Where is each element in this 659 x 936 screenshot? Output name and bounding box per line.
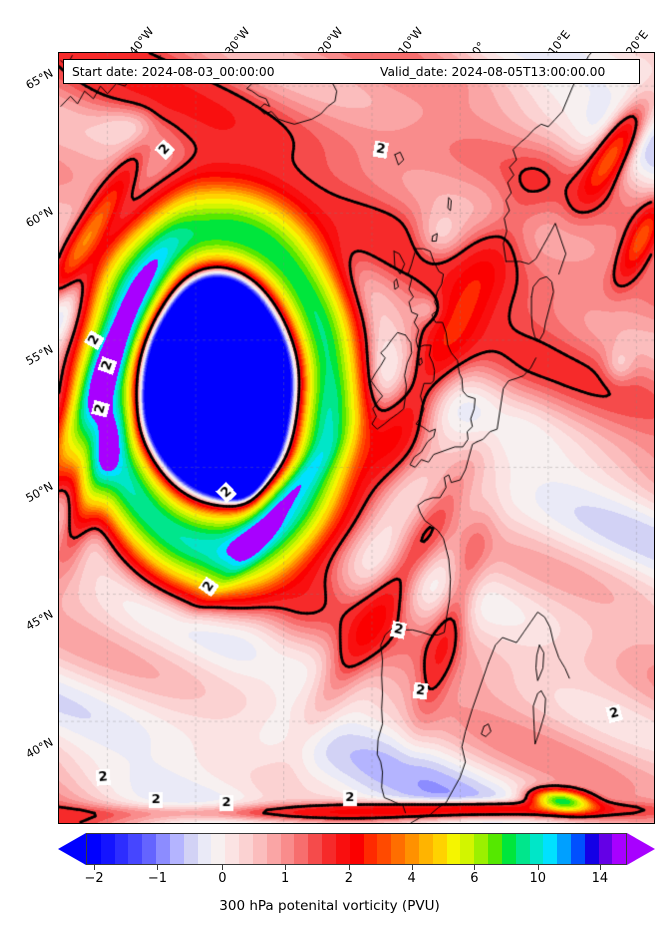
colorbar-swatch-35: [570, 834, 585, 864]
colorbar-swatch-23: [405, 834, 419, 864]
colorbar-swatch-13: [266, 834, 281, 864]
colorbar-tick-0: [94, 865, 96, 870]
colorbar-under-arrow: [58, 833, 86, 865]
colorbar-tick-label-7: 10: [529, 871, 547, 886]
colorbar-tick-label-4: 2: [344, 871, 354, 886]
colorbar-tick-label-5: 4: [407, 871, 416, 886]
colorbar-swatch-26: [446, 834, 461, 864]
colorbar-tick-2: [222, 865, 224, 870]
colorbar-swatch-32: [529, 834, 544, 864]
colorbar-tick-6: [474, 865, 476, 870]
colorbar-swatch-24: [418, 834, 433, 864]
colorbar-swatch-3: [128, 834, 143, 864]
colorbar-tick-label-1: −1: [147, 871, 167, 886]
colorbar-swatch-22: [391, 834, 406, 864]
colorbar-title: 300 hPa potenital vorticity (PVU): [219, 898, 440, 914]
map-plot-area: [58, 52, 655, 824]
colorbar-swatch-21: [377, 834, 392, 864]
colorbar-swatch-33: [543, 834, 558, 864]
colorbar-tick-label-6: 6: [470, 871, 479, 886]
colorbar-tick-label-8: 14: [591, 871, 609, 886]
colorbar-over-arrow: [627, 833, 655, 865]
colorbar-swatch-20: [363, 834, 378, 864]
colorbar-swatch-8: [197, 834, 212, 864]
colorbar-swatch-29: [488, 834, 502, 864]
colorbar-swatch-1: [100, 834, 115, 864]
colorbar-swatch-9: [211, 834, 226, 864]
lat-tick-5: 40°N: [23, 734, 56, 762]
colorbar-swatch-15: [294, 834, 309, 864]
colorbar-tick-label-3: 1: [280, 871, 290, 886]
colorbar-swatch-10: [225, 834, 240, 864]
colorbar-swatch-34: [557, 834, 571, 864]
colorbar-swatch-7: [183, 834, 198, 864]
lat-tick-1: 60°N: [23, 203, 56, 231]
colorbar-swatch-27: [460, 834, 475, 864]
colorbar-swatch-2: [114, 834, 129, 864]
valid-date-label: Valid_date: 2024-08-05T13:00:00.00: [380, 64, 606, 79]
colorbar-tick-7: [537, 865, 539, 870]
colorbar-swatch-5: [156, 834, 170, 864]
colorbar-swatch-0: [87, 834, 101, 864]
colorbar-tick-4: [348, 865, 350, 870]
colorbar: −2 −1 0 1 2 4 6 10 14: [58, 833, 655, 886]
colorbar-tick-3: [285, 865, 287, 870]
colorbar-swatch-16: [308, 834, 323, 864]
colorbar-swatch-30: [501, 834, 516, 864]
lat-tick-4: 45°N: [23, 606, 56, 634]
colorbar-swatch-38: [612, 834, 627, 864]
colorbar-tick-5: [411, 865, 413, 870]
colorbar-swatch-12: [252, 834, 267, 864]
colorbar-swatch-17: [322, 834, 336, 864]
colorbar-swatch-28: [474, 834, 489, 864]
colorbar-tick-label-0: −2: [84, 871, 104, 886]
colorbar-swatch-25: [432, 834, 447, 864]
colorbar-tick-1: [157, 865, 159, 870]
colorbar-swatches: [86, 833, 627, 865]
lat-tick-3: 50°N: [23, 478, 56, 506]
colorbar-swatch-11: [239, 834, 253, 864]
colorbar-swatch-31: [515, 834, 530, 864]
colorbar-swatch-19: [349, 834, 364, 864]
colorbar-swatch-37: [598, 834, 613, 864]
potential-vorticity-field: [59, 53, 654, 823]
colorbar-swatch-14: [280, 834, 295, 864]
colorbar-swatch-18: [335, 834, 350, 864]
colorbar-swatch-36: [584, 834, 599, 864]
lat-tick-2: 55°N: [23, 341, 56, 369]
colorbar-tick-8: [599, 865, 601, 870]
lat-tick-0: 65°N: [23, 65, 56, 93]
start-date-label: Start date: 2024-08-03_00:00:00: [72, 64, 275, 79]
colorbar-swatch-6: [169, 834, 184, 864]
colorbar-swatch-4: [142, 834, 157, 864]
colorbar-tick-label-2: 0: [218, 871, 227, 886]
date-info-bar: Start date: 2024-08-03_00:00:00 Valid_da…: [63, 59, 640, 84]
